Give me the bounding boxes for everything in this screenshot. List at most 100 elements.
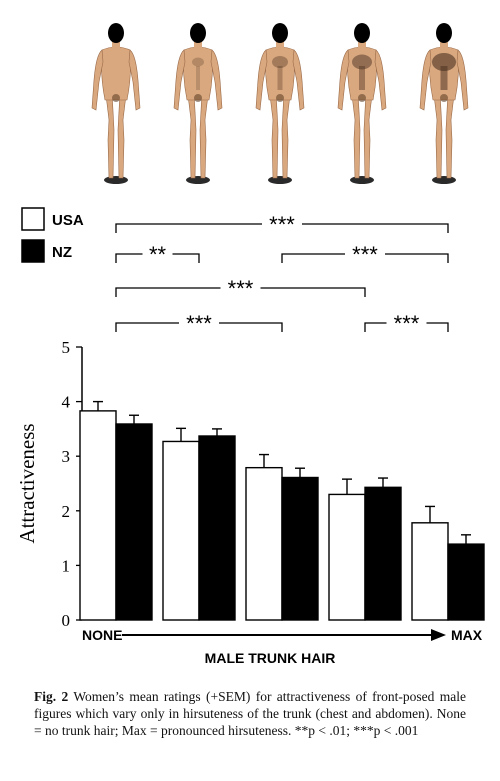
figure-base [350,176,374,184]
figure-chest-hair [352,54,372,70]
male-figure-1 [91,23,141,184]
male-figure-2 [173,23,223,184]
figure-left-arm [419,49,432,111]
legend: USA NZ [21,207,84,263]
figure-right-arm [456,49,469,111]
significance-label-2: ** [149,242,167,267]
legend-swatch-nz [21,239,45,263]
figure-head [108,23,124,43]
bar-nz-5 [447,543,485,621]
figure-left-arm [173,49,186,111]
x-axis-arrow-head [431,629,446,641]
y-tick-label-0: 0 [62,611,71,630]
caption-text: Women’s mean ratings (+SEM) for attracti… [34,689,466,738]
figure-right-leg [199,91,209,179]
bar-nz-1 [115,423,153,621]
y-axis: 0 1 2 3 4 5 Attractiveness [15,338,83,630]
figure-right-leg [363,91,373,179]
bar-usa-1 [79,410,117,621]
figure-neck [112,40,120,48]
bar-usa-2 [162,440,200,621]
bar-usa-4 [328,493,366,621]
figure-torso [101,46,131,101]
caption-label: Fig. 2 [34,689,69,704]
figure-right-arm [374,49,387,111]
figure-caption: Fig. 2 Women’s mean ratings (+SEM) for a… [34,688,466,739]
figure-groin [358,94,366,102]
figure-head [436,23,452,43]
figures-row [91,23,469,184]
figure-left-leg [269,91,279,179]
bar-nz-3 [281,476,319,621]
figure-right-leg [117,91,127,179]
figure-chest-hair [192,57,204,67]
significance-brackets: ***** ********* *** [115,212,449,336]
bar-nz-2 [198,435,236,621]
legend-label-nz: NZ [52,244,72,261]
figure-right-leg [445,91,455,179]
figure-abdomen-hair [277,66,283,90]
figure-right-leg [281,91,291,179]
significance-label-3: *** [352,242,378,267]
figure-left-leg [433,91,443,179]
figure-right-arm [292,49,305,111]
y-tick-label-5: 5 [62,338,71,357]
figure-left-arm [91,49,104,111]
significance-bracket-3 [281,253,449,263]
significance-bracket-4 [115,287,366,297]
figure-head [354,23,370,43]
significance-label-6: *** [394,311,420,336]
legend-swatch-usa [21,207,45,231]
figure-base [104,176,128,184]
figure-groin [276,94,284,102]
figure-base [268,176,292,184]
figure-left-arm [255,49,268,111]
figure-groin [112,94,120,102]
figure-left-leg [105,91,115,179]
significance-label-1: *** [269,212,295,237]
figure-chest-hair [432,53,456,71]
figure-neck [194,40,202,48]
significance-label-5: *** [186,311,212,336]
figure-neck [358,40,366,48]
figure-neck [440,40,448,48]
significance-label-4: *** [228,276,254,301]
x-axis [122,629,446,641]
figure-head [272,23,288,43]
bars [79,400,485,621]
figure-groin [440,94,448,102]
legend-label-usa: USA [52,212,84,229]
male-figure-3 [255,23,305,184]
significance-bracket-2 [115,253,200,263]
significance-bracket-5 [115,322,283,332]
male-figure-4 [337,23,387,184]
figure-neck [276,40,284,48]
y-axis-label: Attractiveness [15,423,39,543]
figure-right-arm [128,49,141,111]
significance-bracket-6 [364,322,449,332]
figure-groin [194,94,202,102]
bar-usa-3 [245,466,283,621]
figure-left-leg [351,91,361,179]
figure-base [186,176,210,184]
bar-nz-4 [364,486,402,621]
bar-usa-5 [411,522,449,621]
figure-chest-hair [272,56,288,68]
y-tick-label-1: 1 [62,556,71,575]
figure-abdomen-hair [196,66,200,90]
y-tick-label-3: 3 [62,447,71,466]
male-figure-5 [419,23,469,184]
figure-abdomen-hair [359,66,365,90]
figure-left-leg [187,91,197,179]
y-tick-label-2: 2 [62,502,71,521]
x-axis-label: MALE TRUNK HAIR [205,650,336,666]
figure-left-arm [337,49,350,111]
figure-abdomen-hair [440,66,448,90]
x-axis-end-label: MAX [451,627,483,643]
figure-base [432,176,456,184]
figure-right-arm [210,49,223,111]
y-tick-label-4: 4 [62,393,71,412]
x-axis-start-label: NONE [82,627,122,643]
significance-bracket-1 [115,223,449,233]
